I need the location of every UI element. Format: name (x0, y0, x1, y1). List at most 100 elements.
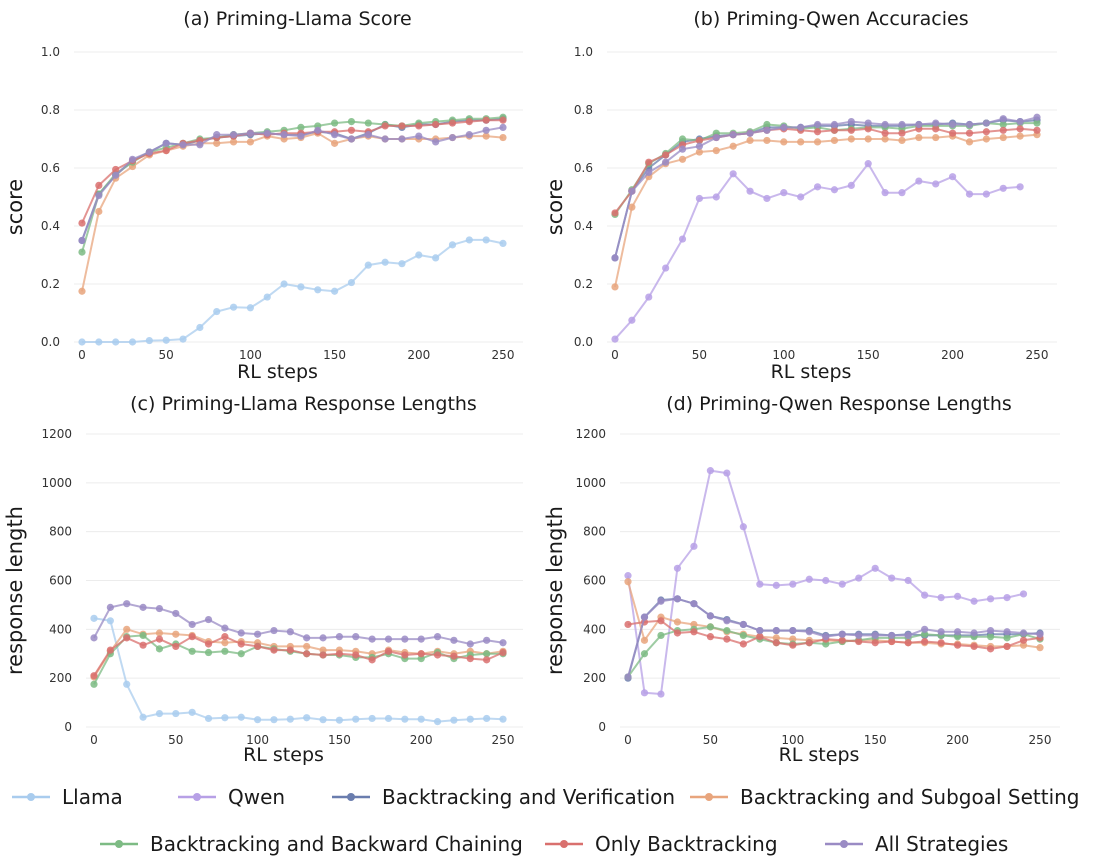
data-point (90, 672, 98, 680)
data-point (999, 126, 1007, 134)
chart-title: (a) Priming-Llama Score (183, 8, 411, 30)
data-point (949, 173, 957, 181)
data-point (673, 618, 682, 626)
data-point (155, 645, 164, 653)
data-point (398, 260, 406, 268)
data-point (645, 293, 653, 301)
data-point (881, 120, 889, 129)
data-point (690, 628, 698, 636)
data-point (982, 119, 990, 127)
data-point (331, 287, 339, 295)
data-point (628, 203, 636, 211)
data-point (898, 129, 906, 137)
data-point (381, 122, 389, 130)
data-point (352, 651, 360, 659)
data-point (673, 595, 682, 603)
data-point (145, 148, 153, 156)
data-point (401, 715, 409, 723)
data-point (789, 580, 797, 588)
data-point (172, 709, 180, 718)
series-qwen (611, 160, 1024, 343)
x-tick-label: 50 (159, 348, 174, 362)
data-point (723, 469, 731, 477)
data-point (739, 631, 747, 640)
data-point (95, 181, 103, 189)
x-tick-label: 250 (492, 348, 515, 362)
data-point (1019, 629, 1028, 637)
data-point (381, 258, 389, 266)
y-tick-label: 400 (49, 622, 72, 636)
series-all-strategies (624, 595, 1044, 681)
legend-item-backtracking-and-verification: Backtracking and Verification (332, 785, 675, 809)
data-point (482, 236, 490, 244)
data-point (417, 715, 425, 723)
data-point (90, 634, 98, 642)
data-point (270, 626, 278, 635)
data-point (499, 116, 507, 124)
x-tick-label: 0 (624, 733, 632, 747)
data-point (999, 184, 1007, 192)
data-point (881, 189, 889, 197)
data-point (347, 135, 356, 143)
data-point (999, 120, 1007, 129)
data-point (335, 650, 343, 658)
data-point (898, 189, 906, 197)
data-point (982, 128, 990, 136)
data-point (763, 136, 771, 145)
chart-title: (c) Priming-Llama Response Lengths (130, 393, 477, 415)
data-point (624, 620, 632, 629)
legend-marker (193, 793, 201, 801)
data-point (640, 689, 649, 697)
data-point (213, 131, 221, 139)
data-point (1016, 125, 1024, 133)
data-point (483, 656, 491, 664)
data-point (986, 633, 995, 641)
data-point (624, 572, 632, 580)
series-only-backtracking (624, 617, 1044, 653)
data-point (921, 625, 929, 633)
data-point (155, 604, 164, 613)
data-point (415, 122, 423, 130)
data-point (499, 639, 507, 647)
data-point (155, 709, 164, 718)
data-point (162, 336, 170, 344)
data-point (830, 120, 839, 129)
x-tick-label: 200 (946, 733, 969, 747)
data-point (90, 614, 98, 622)
x-tick-label: 250 (492, 733, 515, 747)
data-point (855, 574, 863, 582)
x-tick-label: 0 (78, 348, 86, 362)
y-tick-label: 200 (583, 671, 606, 685)
legend-item-backtracking-and-backward-chaining: Backtracking and Backward Chaining (100, 832, 523, 856)
data-point (314, 286, 322, 294)
data-point (466, 715, 474, 723)
data-point (188, 708, 196, 716)
data-point (780, 189, 788, 197)
data-point (888, 637, 896, 646)
legend-label: Backtracking and Verification (382, 785, 675, 809)
x-tick-label: 200 (410, 733, 433, 747)
data-point (196, 323, 204, 332)
data-point (78, 219, 86, 227)
data-point (611, 335, 619, 343)
data-point (937, 593, 945, 602)
data-point (640, 650, 649, 658)
data-point (657, 617, 665, 625)
data-point (712, 133, 720, 142)
data-point (364, 261, 372, 269)
data-point (204, 640, 213, 648)
data-point (448, 133, 457, 142)
x-tick-label: 250 (1029, 733, 1052, 747)
data-point (78, 287, 86, 295)
data-point (695, 142, 704, 150)
data-point (898, 120, 906, 129)
data-point (921, 591, 929, 599)
data-point (932, 133, 940, 142)
data-point (673, 564, 682, 572)
data-point (286, 628, 294, 636)
data-point (954, 641, 962, 649)
data-point (335, 716, 343, 724)
data-point (830, 136, 839, 145)
data-point (986, 645, 995, 653)
data-point (319, 634, 327, 642)
